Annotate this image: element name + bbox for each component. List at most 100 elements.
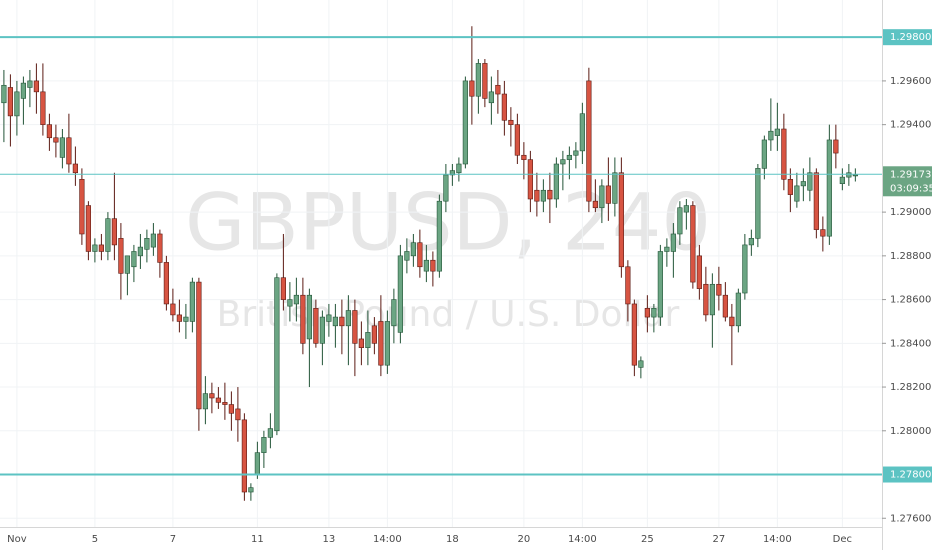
candle-body bbox=[722, 294, 728, 318]
candle-body bbox=[209, 393, 215, 399]
candle-body bbox=[755, 168, 761, 239]
candle-body bbox=[358, 338, 364, 348]
candle-body bbox=[287, 299, 293, 307]
candle-body bbox=[306, 294, 312, 340]
candle-body bbox=[157, 233, 163, 263]
x-tick-label: 18 bbox=[446, 534, 459, 545]
candle-body bbox=[417, 242, 423, 268]
candle-body bbox=[651, 308, 657, 318]
x-tick-label: 11 bbox=[251, 534, 264, 545]
x-tick-label: 13 bbox=[323, 534, 336, 545]
candle-body bbox=[482, 63, 488, 99]
candle-body bbox=[170, 303, 176, 316]
candle-body bbox=[293, 294, 299, 305]
candle-body bbox=[391, 299, 397, 327]
candle-body bbox=[215, 397, 221, 403]
x-tick-label: Dec bbox=[833, 534, 852, 545]
candle-body bbox=[514, 124, 520, 156]
candle-body bbox=[261, 437, 267, 453]
candle-body bbox=[586, 80, 592, 202]
y-tick-label: 1.28400 bbox=[890, 338, 931, 349]
candle-body bbox=[599, 185, 605, 209]
candle-body bbox=[92, 244, 98, 252]
x-tick-label: 5 bbox=[92, 534, 98, 545]
candle-body bbox=[527, 159, 533, 200]
candle-body bbox=[53, 137, 59, 143]
candle-body bbox=[696, 255, 702, 289]
y-tick-label: 1.28000 bbox=[890, 426, 931, 437]
candle-body bbox=[1, 84, 7, 104]
candle-body bbox=[774, 128, 780, 136]
candle-body bbox=[592, 200, 598, 209]
watermark-subtitle: British Pound / U.S. Dollar bbox=[217, 294, 680, 335]
candle-body bbox=[118, 238, 124, 274]
candle-body bbox=[521, 154, 527, 160]
candle-body bbox=[729, 316, 735, 327]
candle-body bbox=[833, 139, 839, 154]
candle-body bbox=[748, 238, 754, 246]
last-price-label: 1.29173 bbox=[890, 169, 931, 180]
candle-body bbox=[222, 402, 228, 405]
candle-body bbox=[826, 139, 832, 237]
candle-body bbox=[423, 259, 429, 272]
candle-body bbox=[631, 303, 637, 366]
candle-body bbox=[495, 84, 501, 95]
candle-body bbox=[267, 428, 273, 438]
candle-body bbox=[111, 218, 117, 246]
y-tick-label: 1.29400 bbox=[890, 120, 931, 131]
candle-body bbox=[27, 80, 33, 88]
candle-body bbox=[163, 262, 169, 305]
candle-body bbox=[560, 159, 566, 165]
candle-body bbox=[326, 314, 332, 322]
candle-body bbox=[397, 255, 403, 333]
candle-body bbox=[14, 91, 20, 117]
candle-body bbox=[709, 283, 715, 316]
x-tick-label: 27 bbox=[712, 534, 725, 545]
candle-body bbox=[365, 332, 371, 348]
candle-body bbox=[254, 452, 260, 475]
candle-body bbox=[566, 154, 572, 160]
candle-body bbox=[742, 244, 748, 294]
candle-body bbox=[534, 189, 540, 202]
candle-body bbox=[462, 80, 468, 165]
candle-body bbox=[657, 251, 663, 318]
candle-body bbox=[46, 124, 52, 139]
candle-body bbox=[475, 63, 481, 97]
candle-body bbox=[573, 150, 579, 156]
candle-body bbox=[345, 310, 351, 327]
candle-body bbox=[807, 172, 813, 191]
candle-body bbox=[248, 487, 254, 493]
candle-body bbox=[735, 292, 741, 327]
candle-body bbox=[319, 316, 325, 344]
candle-body bbox=[820, 229, 826, 237]
candle-body bbox=[716, 283, 722, 296]
candle-body bbox=[352, 310, 358, 344]
candle-body bbox=[612, 172, 618, 204]
candle-body bbox=[124, 255, 130, 274]
candle-body bbox=[137, 246, 143, 257]
candle-body bbox=[98, 244, 104, 252]
candle-body bbox=[794, 185, 800, 202]
countdown: 03:09:35 bbox=[890, 183, 932, 194]
candle-body bbox=[670, 233, 676, 252]
candle-body bbox=[501, 93, 507, 121]
x-tick-label: 14:00 bbox=[568, 534, 597, 545]
candle-body bbox=[20, 82, 26, 99]
x-tick-label: 20 bbox=[518, 534, 531, 545]
candle-body bbox=[618, 172, 624, 268]
candle-body bbox=[183, 316, 189, 322]
candle-body bbox=[144, 238, 150, 250]
x-tick-label: 14:00 bbox=[763, 534, 792, 545]
candle-body bbox=[202, 393, 208, 410]
x-tick-label: 7 bbox=[170, 534, 176, 545]
y-tick-label: 1.28600 bbox=[890, 295, 931, 306]
candle-body bbox=[547, 189, 553, 200]
level-label-box bbox=[883, 466, 932, 483]
candle-body bbox=[638, 360, 644, 368]
candle-body bbox=[430, 259, 436, 272]
candle-body bbox=[579, 113, 585, 152]
candle-body bbox=[787, 179, 793, 195]
x-tick-label: 25 bbox=[641, 534, 654, 545]
